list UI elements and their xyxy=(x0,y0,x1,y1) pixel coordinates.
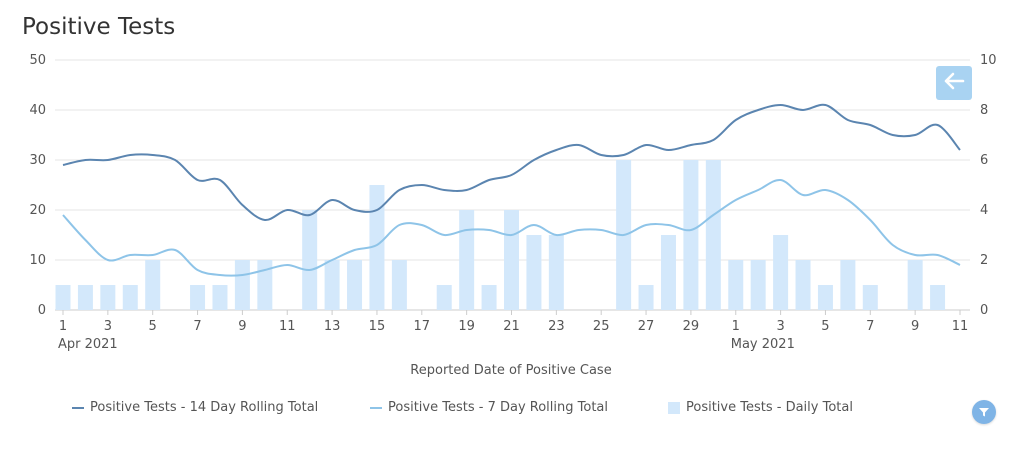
daily-total-bar xyxy=(750,260,766,310)
x-tick-label: 25 xyxy=(593,319,610,334)
y-right-tick-label: 0 xyxy=(980,303,988,318)
daily-total-bar xyxy=(660,235,676,310)
legend-item-daily[interactable]: Positive Tests - Daily Total xyxy=(668,400,853,415)
x-tick-label: 1 xyxy=(59,319,67,334)
x-tick-label: 5 xyxy=(821,319,829,334)
x-tick-label: 29 xyxy=(683,319,700,334)
daily-total-bar xyxy=(77,285,93,310)
x-tick-label: 5 xyxy=(149,319,157,334)
y-left-tick-label: 20 xyxy=(29,203,46,218)
x-month-label: Apr 2021 xyxy=(58,337,118,352)
daily-total-bar xyxy=(145,260,161,310)
x-tick-label: 19 xyxy=(458,319,475,334)
y-right-tick-label: 2 xyxy=(980,253,988,268)
arrow-left-icon xyxy=(943,71,965,95)
y-left-tick-label: 30 xyxy=(29,153,46,168)
daily-total-bar xyxy=(212,285,228,310)
legend-label-7-day: Positive Tests - 7 Day Rolling Total xyxy=(388,400,609,415)
x-tick-label: 11 xyxy=(279,319,296,334)
daily-total-bar xyxy=(347,260,363,310)
legend-swatch-14-day xyxy=(72,406,84,409)
daily-total-bar xyxy=(526,235,542,310)
daily-total-bar xyxy=(436,285,452,310)
daily-total-bar xyxy=(907,260,923,310)
axis-labels: 0 010 220 430 640 850 101 3 5 7 9 11 13 15 17 19 21 23 25 2… xyxy=(29,53,996,352)
y-right-tick-label: 10 xyxy=(980,53,997,68)
y-left-tick-label: 50 xyxy=(29,53,46,68)
x-tick-label: 7 xyxy=(866,319,874,334)
daily-total-bar xyxy=(705,160,721,310)
x-tick-label: 17 xyxy=(414,319,431,334)
x-tick-label: 21 xyxy=(503,319,520,334)
x-tick-label: 3 xyxy=(104,319,112,334)
daily-total-bar xyxy=(257,260,273,310)
daily-total-bar xyxy=(234,260,250,310)
x-month-label: May 2021 xyxy=(731,337,795,352)
x-tick-label: 9 xyxy=(911,319,919,334)
fourteen-day-rolling-line xyxy=(62,103,961,222)
x-tick-label: 1 xyxy=(732,319,740,334)
daily-total-bar xyxy=(548,235,564,310)
daily-total-bar xyxy=(504,210,519,310)
daily-total-bar xyxy=(862,285,878,310)
daily-total-bar xyxy=(683,160,699,310)
legend-label-14-day: Positive Tests - 14 Day Rolling Total xyxy=(90,400,319,415)
daily-total-bar xyxy=(324,260,340,310)
daily-total-bar xyxy=(55,285,71,310)
daily-total-bar xyxy=(728,260,744,310)
daily-total-bars xyxy=(55,160,946,310)
x-tick-label: 11 xyxy=(952,319,969,334)
daily-total-bar xyxy=(481,285,497,310)
daily-total-bar xyxy=(391,260,407,310)
x-tick-label: 13 xyxy=(324,319,341,334)
legend-swatch-daily xyxy=(668,401,680,414)
chart-title: Positive Tests xyxy=(22,14,176,40)
seven-day-rolling-line xyxy=(62,178,961,277)
x-tick-label: 7 xyxy=(193,319,201,334)
daily-total-bar xyxy=(369,185,385,310)
legend-item-7-day[interactable]: Positive Tests - 7 Day Rolling Total xyxy=(370,400,608,415)
daily-total-bar xyxy=(638,285,654,310)
y-left-tick-label: 40 xyxy=(29,103,46,118)
back-button[interactable] xyxy=(936,66,972,100)
daily-total-bar xyxy=(100,285,116,310)
x-axis-title: Reported Date of Positive Case xyxy=(410,363,611,378)
filter-icon xyxy=(978,403,990,422)
rolling-total-lines xyxy=(62,103,961,277)
x-tick-label: 23 xyxy=(548,319,565,334)
daily-total-bar xyxy=(840,260,856,310)
y-right-tick-label: 4 xyxy=(980,203,988,218)
x-tick-label: 9 xyxy=(238,319,246,334)
daily-total-bar xyxy=(190,285,206,310)
y-left-tick-label: 0 xyxy=(38,303,46,318)
daily-total-bar xyxy=(773,235,789,310)
chart-legend: Positive Tests - 14 Day Rolling Total Po… xyxy=(0,400,1023,422)
y-left-tick-label: 10 xyxy=(29,253,46,268)
legend-label-daily: Positive Tests - Daily Total xyxy=(686,400,853,415)
daily-total-bar xyxy=(122,285,138,310)
daily-total-bar xyxy=(817,285,833,310)
daily-total-bar xyxy=(459,210,475,310)
x-tick-label: 27 xyxy=(638,319,655,334)
legend-item-14-day[interactable]: Positive Tests - 14 Day Rolling Total xyxy=(72,400,318,415)
daily-total-bar xyxy=(302,210,318,310)
legend-swatch-7-day xyxy=(370,406,382,409)
filter-button[interactable] xyxy=(972,400,996,424)
x-tick-label: 15 xyxy=(369,319,386,334)
daily-total-bar xyxy=(795,260,811,310)
daily-total-bar xyxy=(930,285,946,310)
y-right-tick-label: 6 xyxy=(980,153,988,168)
y-right-tick-label: 8 xyxy=(980,103,988,118)
x-tick-label: 3 xyxy=(776,319,784,334)
